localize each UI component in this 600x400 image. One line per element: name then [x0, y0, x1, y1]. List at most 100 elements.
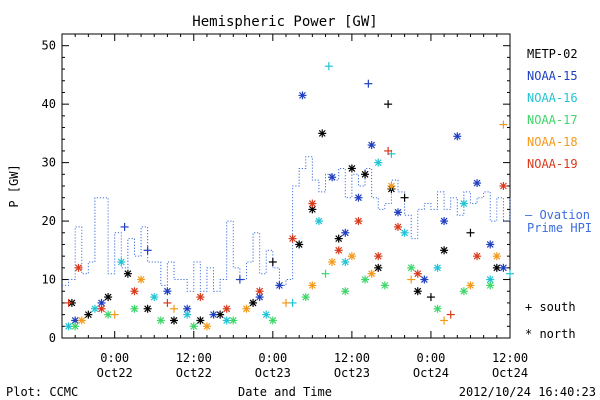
noaa-19-north-point	[354, 217, 363, 226]
plot-credit: Plot: CCMC	[6, 385, 78, 399]
marker-legend: + south * north	[525, 300, 576, 341]
x-tick-date: Oct23	[334, 366, 370, 380]
metp-02-north-point	[249, 298, 258, 307]
noaa-18-north-point	[367, 269, 376, 278]
noaa-17-south-point	[321, 269, 330, 278]
metp-02-south-point	[400, 193, 409, 202]
noaa-17-north-point	[268, 316, 277, 325]
noaa-16-north-point	[486, 275, 495, 284]
noaa-19-north-point	[222, 304, 231, 313]
metp-02-south-point	[426, 293, 435, 302]
noaa-18-north-point	[347, 252, 356, 261]
metp-02-south-point	[268, 258, 277, 266]
noaa-16-north-point	[64, 322, 73, 331]
ovation-prime-hpi-line	[62, 156, 511, 292]
noaa-18-south-point	[170, 304, 178, 313]
noaa-15-north-point	[341, 228, 350, 237]
noaa-16-north-point	[90, 304, 99, 313]
ovation-legend-line2: Prime HPI	[527, 221, 592, 235]
noaa-16-north-point	[400, 228, 409, 237]
timestamp: 2012/10/24 16:40:23	[459, 385, 596, 399]
noaa-17-north-point	[361, 275, 370, 284]
noaa-18-south-point	[282, 298, 290, 307]
noaa-17-north-point	[156, 316, 165, 325]
y-tick-label: 10	[42, 273, 56, 287]
noaa-15-north-point	[354, 193, 363, 202]
noaa-18-north-point	[137, 275, 146, 284]
metp-02-north-point	[196, 316, 205, 325]
metp-02-north-point	[347, 164, 356, 173]
noaa-19-north-point	[196, 293, 205, 302]
noaa-16-north-point	[262, 310, 271, 319]
noaa-18-north-point	[242, 304, 251, 313]
metp-02-north-point	[104, 293, 113, 302]
noaa-16-north-point	[314, 217, 323, 226]
metp-02-north-point	[334, 234, 343, 243]
legend-entry: NOAA-19	[527, 157, 578, 171]
marker-legend-south: + south	[525, 300, 576, 314]
noaa-15-north-point	[367, 141, 376, 150]
noaa-15-north-point	[440, 217, 449, 226]
noaa-18-north-point	[328, 258, 337, 266]
noaa-18-north-point	[202, 322, 211, 331]
x-tick-date: Oct22	[176, 366, 212, 380]
noaa-18-north-point	[466, 281, 475, 290]
y-tick-label: 50	[42, 39, 56, 53]
x-tick-date: Oct22	[97, 366, 133, 380]
metp-02-north-point	[318, 129, 327, 138]
noaa-19-south-point	[446, 310, 455, 319]
noaa-19-south-point	[64, 298, 73, 307]
metp-02-north-point	[361, 170, 370, 179]
x-tick-date: Oct24	[413, 366, 449, 380]
legend-entry: NOAA-15	[527, 69, 578, 83]
noaa-17-north-point	[459, 287, 468, 296]
noaa-19-north-point	[130, 287, 139, 296]
y-tick-label: 0	[49, 331, 56, 345]
metp-02-north-point	[84, 310, 93, 319]
noaa-19-north-point	[413, 269, 422, 278]
noaa-16-north-point	[183, 310, 192, 319]
y-axis: 0 10 20 30 40 50	[42, 33, 510, 345]
x-tick-time: 0:00	[100, 351, 129, 365]
noaa-15-north-point	[486, 240, 495, 249]
data-markers	[64, 62, 514, 331]
noaa-19-north-point	[334, 246, 343, 255]
metp-02-north-point	[170, 316, 178, 325]
noaa-19-south-point	[163, 298, 172, 307]
noaa-17-north-point	[189, 322, 198, 331]
metp-02-south-point	[384, 100, 393, 109]
noaa-16-north-point	[459, 199, 468, 208]
noaa-18-north-point	[492, 252, 501, 261]
x-tick-time: 0:00	[258, 351, 287, 365]
metp-02-north-point	[123, 269, 132, 278]
noaa-17-north-point	[130, 304, 139, 313]
noaa-19-south-point	[384, 146, 393, 155]
noaa-15-north-point	[163, 287, 172, 296]
noaa-17-north-point	[433, 304, 442, 313]
ovation-legend-line1: — Ovation	[525, 208, 590, 222]
noaa-19-north-point	[308, 199, 317, 208]
metp-02-north-point	[295, 240, 304, 249]
noaa-18-north-point	[77, 316, 86, 325]
x-tick-date: Oct23	[255, 366, 291, 380]
x-tick-time: 12:00	[176, 351, 212, 365]
noaa-18-north-point	[387, 182, 396, 190]
noaa-15-north-point	[275, 281, 284, 290]
legend-entry: METP-02	[527, 47, 578, 61]
y-tick-label: 40	[42, 97, 56, 111]
noaa-19-north-point	[374, 252, 383, 261]
noaa-19-north-point	[499, 182, 508, 190]
noaa-15-north-point	[453, 132, 462, 141]
x-tick-time: 12:00	[492, 351, 528, 365]
noaa-15-north-point	[473, 179, 482, 188]
noaa-16-north-point	[117, 258, 126, 266]
noaa-16-north-point	[150, 293, 159, 302]
noaa-16-north-point	[374, 158, 383, 167]
noaa-17-north-point	[71, 322, 80, 331]
x-tick-time: 0:00	[416, 351, 445, 365]
noaa-19-north-point	[288, 234, 297, 243]
marker-legend-north: * north	[525, 327, 576, 341]
noaa-16-south-point	[506, 269, 514, 278]
noaa-15-south-point	[120, 222, 129, 231]
noaa-19-north-point	[473, 252, 482, 261]
